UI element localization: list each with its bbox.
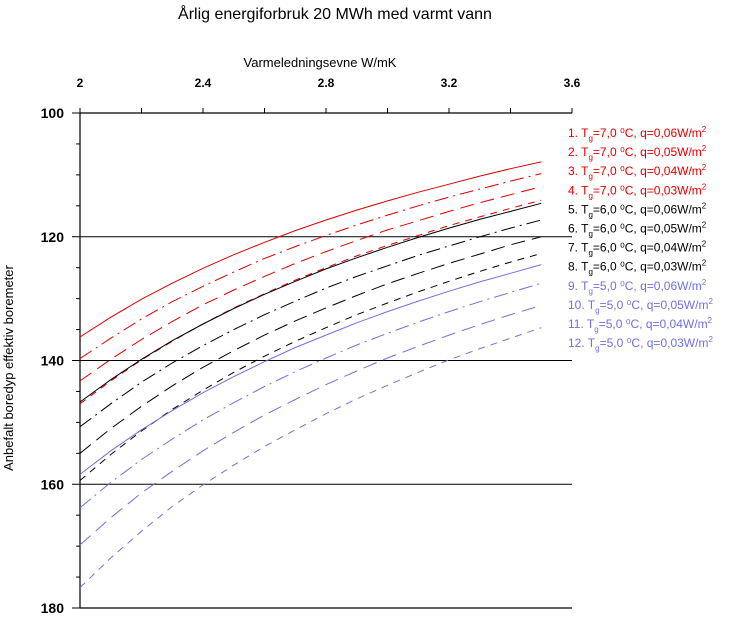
series-line-6 xyxy=(79,219,542,428)
series-line-1 xyxy=(79,161,542,338)
y-tick-label-140: 140 xyxy=(41,353,65,369)
x-tick-label-3.6: 3.6 xyxy=(564,76,581,90)
series-line-10 xyxy=(79,282,542,509)
legend-entry-2: 2. Tg=7,0 ⁰C, q=0,05W/m2 xyxy=(568,144,707,162)
legend-entry-7: 7. Tg=6,0 ⁰C, q=0,04W/m2 xyxy=(568,240,707,258)
legend-entry-3: 3. Tg=7,0 ⁰C, q=0,04W/m2 xyxy=(568,163,707,181)
series-line-3 xyxy=(79,186,542,382)
legend-entry-4: 4. Tg=7,0 ⁰C, q=0,03W/m2 xyxy=(568,182,707,200)
y-tick-label-100: 100 xyxy=(41,105,65,121)
y-tick-label-120: 120 xyxy=(41,229,65,245)
legend-entry-8: 8. Tg=6,0 ⁰C, q=0,03W/m2 xyxy=(568,259,707,277)
y-tick-label-180: 180 xyxy=(41,600,65,616)
series-line-2 xyxy=(79,173,542,360)
x-tick-label-2.8: 2.8 xyxy=(318,76,335,90)
legend-entry-5: 5. Tg=6,0 ⁰C, q=0,06W/m2 xyxy=(568,201,707,219)
legend: 1. Tg=7,0 ⁰C, q=0,06W/m22. Tg=7,0 ⁰C, q=… xyxy=(568,125,713,353)
x-tick-label-2.4: 2.4 xyxy=(195,76,212,90)
legend-entry-9: 9. Tg=5,0 ⁰C, q=0,06W/m2 xyxy=(568,278,707,296)
series-line-11 xyxy=(79,304,542,546)
y-axis-label: Anbefalt boredyp effektiv boremeter xyxy=(1,264,16,470)
chart-title: Årlig energiforbruk 20 MWh med varmt van… xyxy=(178,4,492,23)
legend-entry-11: 11. Tg=5,0 ⁰C, q=0,04W/m2 xyxy=(568,316,713,334)
legend-entry-10: 10. Tg=5,0 ⁰C, q=0,05W/m2 xyxy=(568,297,713,315)
x-axis-label: Varmeledningsevne W/mK xyxy=(244,55,397,70)
series-line-4 xyxy=(79,199,542,405)
axis-layer: 2 2.4 2.8 3.2 3.6 100 120 140 160 180 xyxy=(41,76,581,616)
y-tick-label-160: 160 xyxy=(41,476,65,492)
legend-entry-1: 1. Tg=7,0 ⁰C, q=0,06W/m2 xyxy=(568,125,707,143)
series-line-12 xyxy=(79,327,542,588)
series-line-7 xyxy=(79,236,542,454)
grid-layer xyxy=(80,236,572,485)
series-line-8 xyxy=(79,253,542,481)
x-tick-label-2: 2 xyxy=(77,76,84,90)
legend-entry-6: 6. Tg=6,0 ⁰C, q=0,05W/m2 xyxy=(568,221,707,239)
series-line-5 xyxy=(79,202,542,403)
series-line-9 xyxy=(79,264,542,475)
x-tick-label-3.2: 3.2 xyxy=(441,76,458,90)
legend-entry-12: 12. Tg=5,0 ⁰C, q=0,03W/m2 xyxy=(568,335,713,353)
series-layer xyxy=(79,161,542,588)
